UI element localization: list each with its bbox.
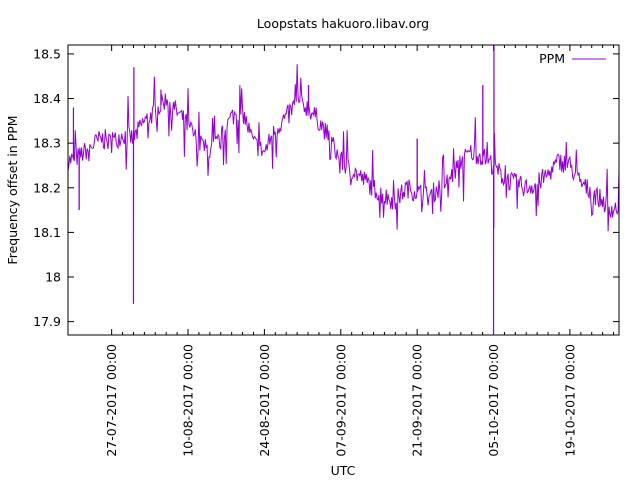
tick-marks xyxy=(68,45,619,335)
plot-frame xyxy=(67,44,620,336)
x-tick-label: 24-08-2017 00:00 xyxy=(257,344,272,457)
x-tick-label: 05-10-2017 00:00 xyxy=(486,344,501,457)
x-tick-label: 27-07-2017 00:00 xyxy=(104,344,119,457)
legend-entry-label: PPM xyxy=(539,51,565,66)
y-tick-label: 18.4 xyxy=(33,91,61,106)
series-line-ppm xyxy=(67,44,620,336)
y-tick-label: 18.1 xyxy=(33,225,61,240)
x-tick-label: 19-10-2017 00:00 xyxy=(562,344,577,457)
y-tick-label: 17.9 xyxy=(33,314,61,329)
y-tick-label: 18.5 xyxy=(33,46,61,61)
chart-title: Loopstats hakuoro.libav.org xyxy=(257,16,429,31)
series-layer xyxy=(67,44,620,336)
tick-labels: 17.9 18 18.1 18.2 18.3 18.4 18.5 27-07-2017 00:… xyxy=(33,46,577,456)
y-axis-label: Frequency offset in PPM xyxy=(5,115,20,264)
y-tick-label: 18.2 xyxy=(33,180,61,195)
x-tick-label: 07-09-2017 00:00 xyxy=(333,344,348,457)
y-tick-label: 18 xyxy=(45,270,61,285)
legend: PPM xyxy=(539,51,606,66)
y-tick-label: 18.3 xyxy=(33,136,61,151)
x-tick-label: 21-09-2017 00:00 xyxy=(410,344,425,457)
x-axis-label: UTC xyxy=(331,463,356,478)
x-tick-label: 10-08-2017 00:00 xyxy=(181,344,196,457)
